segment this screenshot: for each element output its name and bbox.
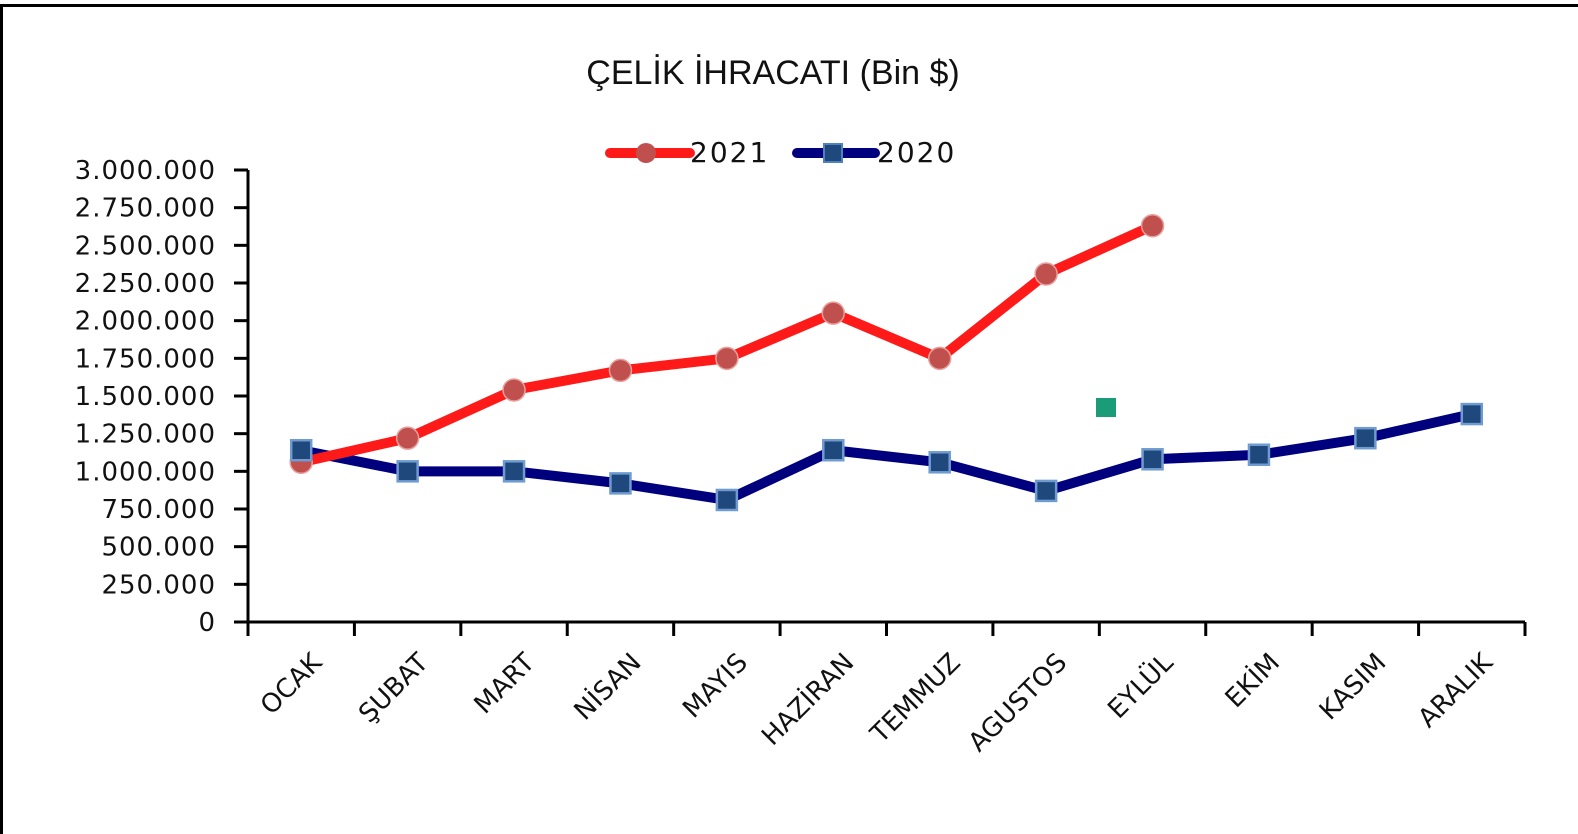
y-tick-label: 250.000 [101,570,216,600]
series-line-group-2020 [296,409,1477,505]
chart-title: ÇELİK İHRACATI (Bin $) [586,54,959,92]
chart-frame [0,4,1578,834]
data-point-2020 [396,460,419,483]
series-markers-2021 [289,213,1165,475]
stray-green-square [1096,398,1116,417]
x-tick-label: MAYIS [677,648,754,725]
legend-marker-2021 [636,143,656,163]
data-point-2020 [928,451,951,474]
data-point-2021 [715,346,739,371]
data-point-2020 [715,488,739,512]
x-axis-ticks: OCAK ŞUBAT MART NİSAN MAYIS HAZİRAN TEMMUZAGUS… [246,622,1527,758]
x-tick-label: ŞUBAT [353,648,434,729]
y-tick-label: 2.750.000 [75,194,216,224]
data-point-2020 [609,472,632,495]
y-tick-label: 3.000.000 [75,156,216,186]
y-tick-label: 1.750.000 [75,344,216,374]
data-point-2020 [1034,479,1058,503]
data-point-2021 [502,378,526,402]
series-line-2021 [296,220,1158,468]
data-point-2021 [395,426,420,450]
data-point-2020 [822,438,845,462]
y-tick-label: 1.000.000 [75,457,216,487]
x-tick-label: NİSAN [567,646,647,726]
data-point-2020 [1247,443,1271,467]
y-tick-label: 750.000 [101,495,216,525]
y-tick-label: 0 [198,608,216,638]
y-tick-label: 2.000.000 [75,307,216,337]
x-tick-label: AGUSTOS [963,648,1073,758]
data-point-2021 [821,301,846,325]
data-point-2020 [289,438,313,462]
data-point-2020 [1141,448,1164,471]
legend-item-2020: 2020 [792,136,956,169]
data-point-2021 [1034,262,1058,286]
axes [246,170,1525,624]
legend-label-2021: 2021 [690,136,769,169]
legend-marker-2020 [823,143,843,163]
y-tick-label: 2.250.000 [75,269,216,299]
data-point-2020 [502,460,526,483]
series-layer [289,213,1484,512]
x-tick-label: KASIM [1314,648,1392,726]
data-point-2021 [608,358,633,383]
x-tick-label: OCAK [255,647,329,721]
series-line-2020 [296,409,1477,505]
y-axis-ticks: 0 250.000 500.000 750.000 1.000.000 1.250.000… [75,156,248,638]
data-point-2021 [927,346,952,371]
x-tick-label: EYLÜL [1101,646,1180,725]
data-point-2020 [1460,402,1484,426]
series-line-group-2021 [296,220,1158,468]
legend: 2021 2020 [605,136,956,169]
y-tick-label: 500.000 [101,533,216,563]
legend-item-2021: 2021 [605,136,769,169]
y-tick-label: 2.500.000 [75,231,216,261]
series-markers-2020 [289,402,1484,512]
x-tick-label: TEMMUZ [864,648,966,750]
data-point-2021 [1140,213,1165,238]
data-point-2020 [1354,426,1377,450]
x-tick-label: MART [469,648,541,720]
y-tick-label: 1.250.000 [75,420,216,450]
x-tick-label: ARALIK [1413,647,1500,734]
y-tick-label: 1.500.000 [75,382,216,412]
legend-label-2020: 2020 [877,136,956,169]
x-tick-label: EKİM [1218,646,1286,714]
x-tick-label: HAZİRAN [755,646,860,751]
